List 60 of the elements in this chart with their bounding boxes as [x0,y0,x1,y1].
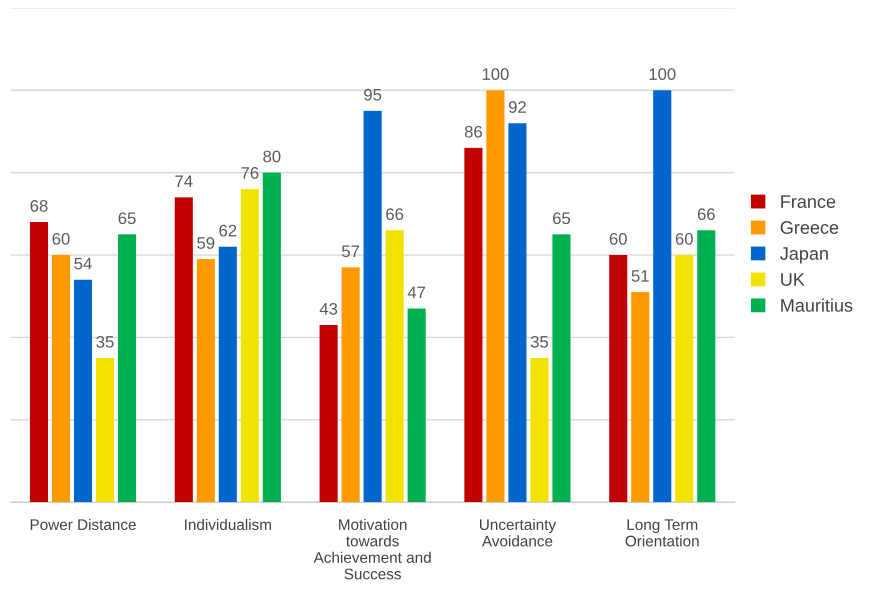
data-label: 57 [342,245,360,258]
data-label: 65 [118,212,136,224]
bar [174,197,193,502]
bar [675,255,694,502]
data-label: 86 [464,126,482,138]
data-label: 60 [610,232,627,245]
data-label: 35 [96,336,114,348]
bar [196,259,215,502]
data-label: 47 [408,286,426,298]
bar [609,255,628,502]
legend-label: UK [781,273,805,286]
x-tick-label: Long Term Orientation [626,519,699,546]
data-label: 74 [175,175,193,187]
data-label: 100 [482,68,509,80]
bar [552,234,571,502]
x-tick-label: Power Distance [30,518,136,530]
legend-label: Greece [780,221,838,234]
bar [486,90,504,502]
bar [386,230,404,502]
x-tick-label: Uncertainty Avoidance [480,518,556,546]
bar [262,172,281,502]
legend-label: France [781,195,836,208]
data-label: 43 [320,302,338,315]
bar [697,230,716,502]
data-label: 95 [364,88,382,101]
bar [653,90,672,502]
bar [508,123,526,502]
legend-label: Japan [780,247,828,264]
data-label: 92 [508,101,526,113]
data-label: 35 [530,336,548,348]
bar [408,308,426,502]
data-label: 76 [241,167,258,179]
bar [240,189,259,502]
data-label: 51 [632,270,649,282]
data-label: 60 [676,232,693,245]
data-label: 54 [74,258,92,270]
x-tick-label: Individualism [185,518,271,530]
data-label: 65 [553,212,570,224]
bar [96,358,114,502]
bar [118,234,136,502]
bar [30,222,48,502]
data-label: 68 [30,200,48,212]
bar [631,292,650,502]
bar [530,358,548,502]
legend-label: Mauritius [781,298,852,312]
bar [52,255,70,502]
data-label: 66 [386,208,404,220]
bar [364,110,382,502]
bar [342,267,360,502]
data-label: 62 [219,224,236,237]
bar [320,325,338,502]
bar [464,148,482,502]
bar [74,280,92,502]
data-label: 100 [650,68,676,80]
bar [218,246,237,502]
data-label: 59 [197,237,214,249]
data-label: 80 [263,150,280,162]
x-tick-label: Motivation towards Achievement and Success [314,518,431,580]
data-label: 66 [698,208,715,220]
data-label: 60 [52,232,70,245]
